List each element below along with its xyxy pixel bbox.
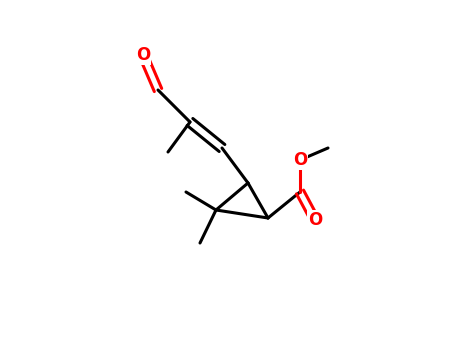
Text: O: O xyxy=(136,46,150,64)
Text: O: O xyxy=(308,211,322,229)
Text: O: O xyxy=(293,151,307,169)
